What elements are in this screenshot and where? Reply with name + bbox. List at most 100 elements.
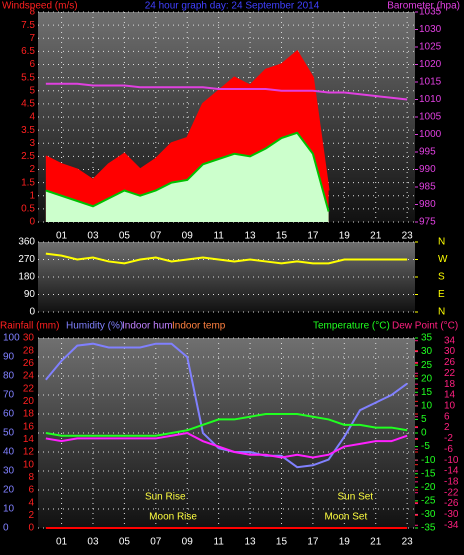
y-tick-label: -25 — [421, 495, 436, 506]
y-tick-label: 1005 — [419, 112, 442, 123]
x-tick-label: 01 — [56, 537, 68, 548]
legend-label: Indoor hum — [122, 321, 173, 332]
y-tick-label: -26 — [444, 498, 459, 509]
y-tick-label: 30 — [3, 466, 15, 477]
x-tick-label: 07 — [150, 537, 162, 548]
y-tick-label: 0 — [29, 307, 35, 318]
y-tick-label: 26 — [23, 358, 35, 369]
line — [45, 82, 408, 101]
y-tick-label: 6 — [28, 485, 34, 496]
y-tick-label: 26 — [444, 357, 456, 368]
y-tick-label: 0 — [29, 217, 35, 228]
y-tick-label: -22 — [444, 487, 459, 498]
x-tick-label: 13 — [245, 231, 257, 242]
axis-label: Temperature (°C) — [313, 321, 390, 332]
x-tick-label: 11 — [213, 537, 224, 548]
y-tick-label: -10 — [421, 455, 436, 466]
y-tick-label: -35 — [421, 523, 436, 534]
y-tick-label: S — [438, 272, 445, 283]
axis-label: Rainfall (mm) — [0, 321, 59, 332]
y-tick-label: -5 — [421, 441, 430, 452]
y-tick-label: 4.5 — [21, 99, 35, 110]
y-tick-label: 30 — [421, 346, 433, 357]
y-tick-label: 40 — [3, 447, 15, 458]
y-tick-label: 1010 — [419, 94, 442, 105]
y-tick-label: 10 — [421, 400, 433, 411]
y-tick-label: -2 — [444, 433, 453, 444]
y-tick-label: 1020 — [419, 59, 442, 70]
annotation: Moon Set — [324, 512, 367, 523]
y-tick-label: 0.5 — [21, 204, 35, 215]
y-tick-label: -14 — [444, 466, 459, 477]
x-tick-label: 15 — [276, 231, 288, 242]
y-tick-label: 3 — [29, 138, 35, 149]
y-tick-label: 12 — [23, 447, 35, 458]
y-tick-label: 2 — [28, 510, 34, 521]
x-tick-label: 17 — [307, 231, 319, 242]
x-tick-label: 05 — [119, 231, 131, 242]
y-tick-label: 985 — [419, 182, 436, 193]
y-tick-label: 20 — [3, 485, 15, 496]
x-tick-label: 09 — [182, 537, 194, 548]
y-tick-label: 14 — [444, 390, 456, 401]
y-tick-label: 6 — [444, 411, 450, 422]
y-tick-label: 10 — [444, 400, 456, 411]
y-tick-label: 995 — [419, 147, 436, 158]
line — [45, 252, 408, 265]
x-tick-label: 19 — [339, 231, 351, 242]
y-tick-label: 4 — [28, 497, 34, 508]
y-tick-label: 2 — [444, 422, 450, 433]
x-tick-label: 09 — [182, 231, 194, 242]
y-tick-label: 3.5 — [21, 125, 35, 136]
y-tick-label: -20 — [421, 482, 436, 493]
y-tick-label: 1015 — [419, 77, 442, 88]
line — [45, 131, 330, 212]
y-tick-label: 1025 — [419, 42, 442, 53]
y-tick-label: 22 — [444, 368, 456, 379]
y-tick-label: 18 — [23, 409, 35, 420]
y-tick-label: 34 — [444, 335, 456, 346]
y-tick-label: 5 — [421, 414, 427, 425]
annotation: Sun Set — [338, 492, 374, 503]
annotation: Sun Rise — [145, 492, 186, 503]
x-tick-label: 23 — [402, 537, 414, 548]
area — [45, 132, 329, 222]
axis-label: Humidity (%) — [66, 321, 123, 332]
y-tick-label: 30 — [23, 333, 35, 344]
y-tick-label: 990 — [419, 164, 436, 175]
x-tick-label: 03 — [87, 231, 99, 242]
y-tick-label: 24 — [23, 371, 35, 382]
axis-label: Barometer (hpa) — [387, 1, 460, 12]
y-tick-label: 10 — [23, 459, 35, 470]
y-tick-label: 4 — [29, 112, 35, 123]
x-tick-label: 21 — [370, 537, 382, 548]
y-tick-label: -34 — [444, 520, 459, 531]
y-tick-label: 70 — [3, 390, 15, 401]
y-tick-label: 0 — [3, 523, 9, 534]
x-tick-label: 03 — [87, 537, 99, 548]
y-tick-label: 25 — [421, 360, 433, 371]
y-tick-label: 2.5 — [21, 151, 35, 162]
x-tick-label: 01 — [56, 231, 68, 242]
annotation: Moon Rise — [149, 512, 197, 523]
y-tick-label: 1.5 — [21, 177, 35, 188]
y-tick-label: 22 — [23, 383, 35, 394]
y-tick-label: 8 — [28, 472, 34, 483]
x-tick-label: 05 — [119, 537, 131, 548]
y-tick-label: 15 — [421, 387, 433, 398]
y-tick-label: -30 — [444, 509, 459, 520]
y-tick-label: 20 — [23, 396, 35, 407]
y-tick-label: 30 — [444, 346, 456, 357]
y-tick-label: 5 — [29, 85, 35, 96]
y-tick-label: 20 — [421, 373, 433, 384]
line — [45, 431, 408, 459]
x-tick-label: 23 — [402, 231, 414, 242]
y-tick-label: 6.5 — [21, 46, 35, 57]
y-tick-label: -15 — [421, 468, 436, 479]
axis-label: Dew Point (°C) — [392, 321, 458, 332]
y-tick-label: 975 — [419, 217, 436, 228]
y-tick-label: 60 — [3, 409, 15, 420]
y-tick-label: 180 — [18, 272, 35, 283]
y-tick-label: 8 — [29, 7, 35, 18]
